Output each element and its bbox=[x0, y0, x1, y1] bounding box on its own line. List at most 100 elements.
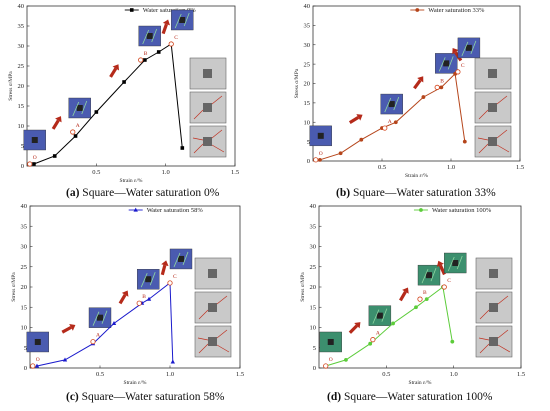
crack-trace bbox=[478, 95, 508, 120]
specimen-crack bbox=[461, 40, 477, 57]
specimen-thumbnail-hole bbox=[145, 276, 152, 283]
specimen-photo-hole bbox=[208, 337, 217, 346]
specimen-crack bbox=[384, 96, 400, 113]
legend-marker bbox=[419, 208, 423, 212]
crack-trace bbox=[478, 129, 508, 154]
stage-point bbox=[168, 41, 174, 47]
stage-point bbox=[382, 125, 388, 131]
y-tick-label: 40 bbox=[21, 203, 28, 210]
stage-label: C bbox=[174, 35, 178, 41]
stage-point bbox=[313, 157, 319, 163]
y-tick-label: 15 bbox=[310, 304, 317, 311]
stage-label: B bbox=[423, 290, 427, 296]
caption-d-text: Square—Water saturation 100% bbox=[341, 391, 493, 403]
specimen-crack bbox=[438, 56, 454, 72]
y-tick-label: 30 bbox=[21, 244, 28, 251]
stage-arrow bbox=[161, 19, 171, 35]
x-tick-label: 1.5 bbox=[516, 164, 524, 171]
data-point bbox=[318, 157, 322, 162]
stage-arrow-shaft bbox=[161, 23, 168, 35]
caption-c: (c) Square—Water saturation 58% bbox=[66, 391, 224, 403]
stage-label: B bbox=[144, 51, 148, 57]
stage-point bbox=[417, 296, 423, 302]
caption-a-letter: (a) bbox=[66, 187, 80, 199]
data-point bbox=[143, 58, 147, 62]
y-tick-label: 20 bbox=[21, 284, 28, 291]
stage-point bbox=[370, 337, 376, 343]
specimen-thumbnail-hole bbox=[179, 17, 186, 23]
stage-arrow bbox=[160, 260, 169, 276]
stage-arrow bbox=[413, 76, 424, 90]
x-tick-label: 0.5 bbox=[96, 371, 104, 378]
stage-arrow-shaft bbox=[413, 79, 422, 90]
x-axis-label: Strain ε/% bbox=[124, 380, 147, 386]
stage-point bbox=[167, 280, 173, 286]
crack-trace bbox=[192, 137, 225, 153]
stage-arrow-head bbox=[162, 19, 171, 26]
legend-marker bbox=[129, 8, 134, 12]
y-tick-label: 5 bbox=[24, 345, 27, 352]
specimen-photo-hole bbox=[488, 69, 497, 78]
x-tick-label: 1.5 bbox=[231, 169, 239, 176]
y-tick-label: 20 bbox=[310, 284, 317, 291]
y-tick-label: 10 bbox=[310, 325, 317, 332]
stage-label: C bbox=[173, 274, 177, 280]
chart-panel-c: 0 5 10 15 20 25 30 35 40 0.5 1.0 1.5 Stress σ/MPa Str… bbox=[11, 203, 244, 386]
stage-label: C bbox=[447, 278, 451, 284]
specimen-thumbnail-hole bbox=[178, 255, 184, 262]
data-point bbox=[111, 321, 117, 326]
y-tick-label: 20 bbox=[304, 81, 311, 88]
x-tick-label: 1.0 bbox=[447, 164, 455, 171]
y-tick-label: 10 bbox=[21, 325, 28, 332]
y-tick-label: 0 bbox=[24, 365, 27, 372]
caption-b-text: Square—Water saturation 33% bbox=[350, 187, 496, 199]
specimen-thumbnail-hole bbox=[146, 33, 153, 39]
stage-label: O bbox=[329, 357, 333, 363]
x-axis-label: Strain ε/% bbox=[120, 178, 143, 184]
specimen-photo-hole bbox=[489, 337, 498, 346]
crack-trace bbox=[479, 329, 509, 354]
stage-arrow-head bbox=[436, 260, 444, 267]
stage-arrow-head bbox=[417, 76, 424, 83]
stage-arrow-shaft bbox=[399, 291, 407, 302]
stage-arrow-head bbox=[356, 114, 363, 121]
specimen-crack bbox=[142, 28, 158, 45]
data-point bbox=[462, 139, 467, 144]
stage-arrow-head bbox=[121, 290, 129, 297]
specimen-crack bbox=[92, 310, 108, 326]
data-point bbox=[62, 357, 68, 362]
data-point bbox=[421, 95, 426, 99]
stage-point bbox=[70, 129, 76, 135]
stage-arrow-shaft bbox=[118, 294, 127, 305]
data-point bbox=[122, 80, 126, 84]
data-point bbox=[424, 297, 429, 302]
crack-trace bbox=[198, 295, 228, 320]
legend-label: Water saturation 58% bbox=[147, 207, 204, 214]
caption-b-letter: (b) bbox=[336, 187, 351, 199]
specimen-photo-hole bbox=[208, 269, 217, 278]
caption-a: (a) Square—Water saturation 0% bbox=[66, 187, 219, 199]
x-tick-label: 1.5 bbox=[236, 371, 244, 378]
stage-arrow-shaft bbox=[61, 325, 72, 334]
stage-label: B bbox=[440, 78, 444, 84]
y-tick-label: 40 bbox=[304, 3, 311, 10]
data-point bbox=[439, 85, 444, 90]
y-tick-label: 35 bbox=[21, 223, 28, 230]
chart-panel-d: 0 5 10 15 20 25 30 35 40 0.5 1.0 1.5 Stress σ/MPa Str… bbox=[300, 203, 525, 386]
y-tick-label: 30 bbox=[18, 43, 25, 50]
legend-marker bbox=[415, 8, 420, 12]
data-point bbox=[146, 296, 152, 301]
y-tick-label: 5 bbox=[21, 143, 24, 150]
y-tick-label: 0 bbox=[21, 163, 24, 170]
y-tick-label: 30 bbox=[310, 244, 317, 251]
y-tick-label: 10 bbox=[304, 119, 311, 126]
stage-arrow-head bbox=[55, 116, 62, 123]
x-tick-label: 1.5 bbox=[517, 371, 525, 378]
y-tick-label: 35 bbox=[304, 23, 311, 30]
stage-point bbox=[434, 84, 440, 90]
stage-arrow-head bbox=[402, 287, 409, 294]
x-axis-label: Strain ε/% bbox=[405, 173, 428, 179]
stage-arrow-shaft bbox=[348, 324, 359, 334]
data-point bbox=[34, 363, 40, 368]
